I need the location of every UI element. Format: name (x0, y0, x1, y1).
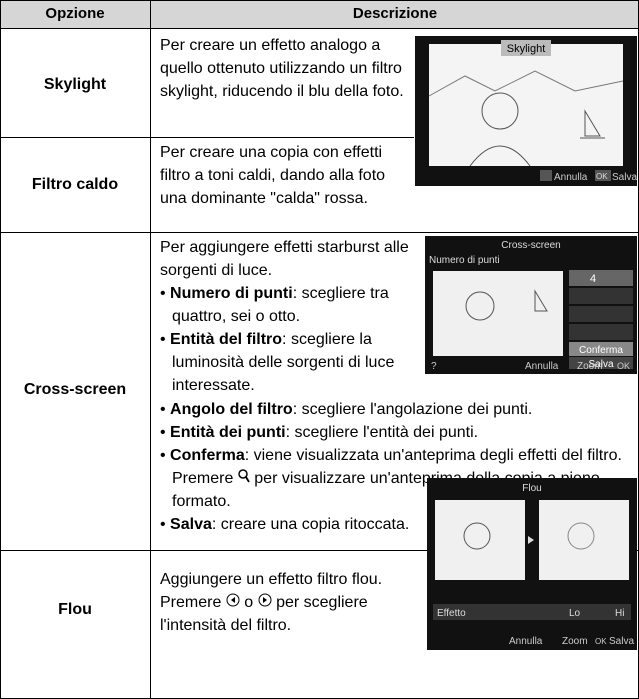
term: Numero di punti (170, 285, 293, 302)
screen-text: Conferma (579, 345, 623, 356)
screen-text: Effetto (437, 608, 466, 619)
screen-text: Zoom (577, 361, 603, 372)
rule (150, 0, 151, 699)
bullet: • Angolo del filtro: scegliere l'angolaz… (160, 401, 533, 418)
left-icon (226, 593, 240, 607)
bullet-text: : scegliere tra quattro, sei o otto. (172, 285, 389, 325)
description: Aggiungere un effetto filtro flou. Preme… (160, 568, 410, 637)
camera-screen: Flou Effetto Lo Hi Annulla Zoom OK Salva (427, 478, 637, 650)
screen-text: Salva (609, 636, 634, 647)
screen-title: Flou (522, 483, 541, 494)
term: Entità del filtro (170, 331, 283, 348)
screen-text: Annulla (509, 636, 543, 647)
bullet: • Numero di punti: scegliere tra quattro… (160, 285, 389, 325)
bullet-text: : scegliere l'entità dei punti. (285, 424, 479, 441)
screen-text: 4 (590, 273, 596, 285)
right-icon (258, 593, 272, 607)
rule (0, 137, 414, 138)
screen-text: Annulla (554, 172, 588, 183)
bullet: • Entità del filtro: scegliere la lumino… (160, 331, 395, 394)
screen-text: OK (595, 637, 607, 646)
term: Salva (170, 516, 212, 533)
option-label: Filtro caldo (31, 176, 119, 193)
description: Per creare un effetto analogo a quello o… (160, 37, 404, 100)
camera-screen: Cross-screen Numero di punti 4 Conferma … (425, 236, 637, 374)
term: Angolo del filtro (170, 401, 293, 418)
desc-text: per scegliere l'intensità del filtro. (160, 594, 368, 634)
rule (0, 28, 639, 29)
screen-text: Numero di punti (429, 255, 500, 266)
bullet-text: : scegliere l'angolazione dei punti. (292, 401, 533, 418)
screen-text: Lo (569, 608, 581, 619)
camera-screen: Skylight Annulla OK Salva (415, 36, 637, 186)
option-label: Flou (58, 601, 92, 618)
screen-text: OK (617, 361, 630, 371)
bullet-text: : creare una copia ritoccata. (211, 516, 410, 533)
intro: Per aggiungere effetti starburst alle so… (160, 239, 409, 279)
bullet: • Entità dei punti: scegliere l'entità d… (160, 424, 479, 441)
screen-text: Salva (588, 359, 613, 370)
description: Per creare una copia con effetti filtro … (160, 144, 386, 207)
term: Entità dei punti (170, 424, 286, 441)
screen-title: Skylight (507, 43, 546, 55)
option-label: Cross-screen (23, 381, 127, 398)
screen-text: OK (596, 172, 608, 181)
desc-text: Aggiungere un effetto filtro flou. Preme… (160, 571, 383, 611)
option-label: Skylight (43, 76, 107, 93)
rule (0, 232, 639, 233)
screen-title: Cross-screen (501, 240, 560, 251)
screen-text: Annulla (525, 361, 559, 372)
screen-text: Zoom (562, 636, 588, 647)
rule (0, 0, 639, 1)
screen-text: ? (431, 361, 437, 372)
bullet-text: : scegliere la luminosità delle sorgenti… (172, 331, 395, 394)
screen-text: Hi (615, 608, 624, 619)
desc-text: o (244, 594, 254, 611)
zoom-icon (238, 469, 250, 483)
header-option: Opzione (0, 0, 150, 28)
description: Per aggiungere effetti starburst alle so… (160, 236, 420, 397)
screen-text: Salva (612, 172, 637, 183)
header-description: Descrizione (151, 0, 639, 28)
rule (0, 550, 639, 551)
bullet: • Salva: creare una copia ritoccata. (160, 516, 410, 533)
bullet-text: : viene visualizzata un'anteprima degli … (172, 447, 622, 487)
term: Conferma (170, 447, 245, 464)
rule (0, 0, 1, 699)
